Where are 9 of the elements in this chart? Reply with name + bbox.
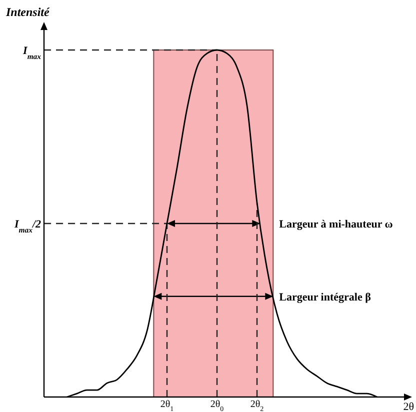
ref-line-label: Largeur à mi-hauteur ω <box>279 218 393 230</box>
x-tick-label: 2θ$_{2}$ <box>250 399 264 412</box>
ref-line-label: I$_{max}$ <box>22 45 42 60</box>
x-axis-title: 2θ <box>403 401 414 412</box>
ref-line-label: Largeur intégrale β <box>279 291 372 304</box>
x-tick-label: 2θ$_{0}$ <box>210 399 224 412</box>
x-tick-label: 2θ$_{1}$ <box>160 399 174 412</box>
ref-line-label: I$_{max}$/2 <box>13 218 42 234</box>
y-axis-title: Intensité <box>5 5 50 19</box>
